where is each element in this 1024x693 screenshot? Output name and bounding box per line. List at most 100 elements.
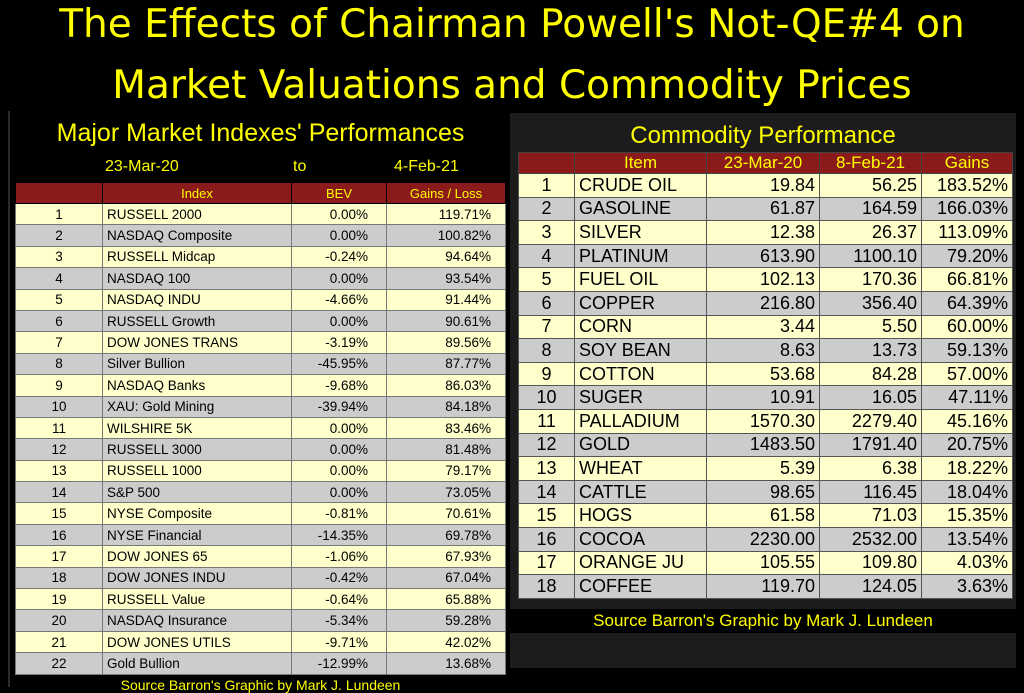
cell-index: RUSSELL 1000 bbox=[102, 459, 292, 483]
table-row: 8 Silver Bullion -45.95% 87.77% bbox=[15, 352, 506, 376]
cell-gain-loss: 89.56% bbox=[386, 331, 506, 354]
cell-rank: 2 bbox=[518, 196, 575, 222]
commodity-table: Item 23-Mar-20 8-Feb-21 Gains 1 CRUDE OIL 19.… bbox=[518, 152, 1013, 599]
cell-gain: 4.03% bbox=[921, 550, 1013, 576]
cell-rank: 15 bbox=[15, 502, 103, 525]
cell-price-from: 5.39 bbox=[706, 456, 820, 481]
cell-gain-loss: 86.03% bbox=[386, 374, 506, 397]
cell-price-to: 5.50 bbox=[819, 314, 922, 340]
cell-rank: 5 bbox=[518, 267, 575, 292]
cell-gain-loss: 67.04% bbox=[386, 566, 506, 590]
cell-price-to: 1791.40 bbox=[819, 432, 922, 458]
cell-rank: 1 bbox=[15, 202, 103, 226]
cell-rank: 19 bbox=[15, 588, 103, 611]
cell-item: HOGS bbox=[574, 503, 707, 528]
cell-rank: 17 bbox=[518, 550, 575, 576]
column-header-bev: BEV bbox=[291, 182, 387, 204]
cell-bev: -4.66% bbox=[291, 288, 387, 311]
cell-rank: 1 bbox=[518, 173, 575, 198]
date-from: 23-Mar-20 bbox=[105, 158, 179, 175]
cell-rank: 5 bbox=[15, 288, 103, 311]
cell-rank: 17 bbox=[15, 545, 103, 568]
cell-gain-loss: 94.64% bbox=[386, 245, 506, 269]
cell-price-to: 164.59 bbox=[819, 196, 922, 222]
cell-rank: 6 bbox=[15, 309, 103, 333]
cell-gain-loss: 87.77% bbox=[386, 352, 506, 376]
cell-index: DOW JONES TRANS bbox=[102, 331, 292, 354]
cell-price-to: 2532.00 bbox=[819, 526, 922, 552]
cell-price-from: 2230.00 bbox=[706, 526, 820, 552]
cell-rank: 9 bbox=[15, 374, 103, 397]
column-header-index: Index bbox=[102, 182, 292, 204]
cell-rank: 8 bbox=[15, 352, 103, 376]
cell-price-from: 119.70 bbox=[706, 574, 820, 599]
table-row: 12 RUSSELL 3000 0.00% 81.48% bbox=[15, 438, 506, 461]
cell-gain: 18.04% bbox=[921, 479, 1013, 505]
cell-price-from: 12.38 bbox=[706, 220, 820, 245]
table-row: 14 CATTLE 98.65 116.45 18.04% bbox=[518, 479, 1013, 505]
cell-index: NASDAQ Banks bbox=[102, 374, 292, 397]
cell-item: PLATINUM bbox=[574, 243, 707, 269]
cell-rank: 3 bbox=[15, 245, 103, 269]
cell-price-to: 170.36 bbox=[819, 267, 922, 292]
cell-price-to: 71.03 bbox=[819, 503, 922, 528]
cell-price-from: 105.55 bbox=[706, 550, 820, 576]
commodity-source: Source Barron's Graphic by Mark J. Lunde… bbox=[510, 609, 1016, 633]
table-row: 1 CRUDE OIL 19.84 56.25 183.52% bbox=[518, 173, 1013, 198]
table-row: 18 COFFEE 119.70 124.05 3.63% bbox=[518, 574, 1013, 599]
cell-price-to: 1100.10 bbox=[819, 243, 922, 269]
cell-rank: 15 bbox=[518, 503, 575, 528]
table-header-row: Index BEV Gains / Loss bbox=[15, 182, 506, 204]
cell-gain: 79.20% bbox=[921, 243, 1013, 269]
date-to: 4-Feb-21 bbox=[394, 158, 459, 175]
cell-price-from: 1570.30 bbox=[706, 408, 820, 434]
cell-index: WILSHIRE 5K bbox=[102, 416, 292, 440]
table-row: 9 COTTON 53.68 84.28 57.00% bbox=[518, 361, 1013, 387]
cell-price-from: 19.84 bbox=[706, 173, 820, 198]
cell-index: NASDAQ 100 bbox=[102, 267, 292, 290]
cell-price-from: 8.63 bbox=[706, 338, 820, 363]
cell-rank: 18 bbox=[518, 574, 575, 599]
cell-price-from: 53.68 bbox=[706, 361, 820, 387]
page-title: The Effects of Chairman Powell's Not-QE#… bbox=[0, 2, 1024, 109]
cell-price-from: 10.91 bbox=[706, 385, 820, 410]
cell-bev: -0.81% bbox=[291, 502, 387, 525]
cell-bev: -1.06% bbox=[291, 545, 387, 568]
column-header-price-to: 8-Feb-21 bbox=[819, 152, 922, 174]
table-row: 18 DOW JONES INDU -0.42% 67.04% bbox=[15, 566, 506, 590]
cell-gain-loss: 42.02% bbox=[386, 630, 506, 654]
cell-index: DOW JONES INDU bbox=[102, 566, 292, 590]
cell-rank: 16 bbox=[15, 523, 103, 547]
table-row: 16 COCOA 2230.00 2532.00 13.54% bbox=[518, 526, 1013, 552]
cell-rank: 18 bbox=[15, 566, 103, 590]
date-to-word: to bbox=[293, 158, 307, 175]
cell-gain-loss: 59.28% bbox=[386, 609, 506, 632]
table-row: 13 RUSSELL 1000 0.00% 79.17% bbox=[15, 459, 506, 483]
market-indexes-source: Source Barron's Graphic by Mark J. Lunde… bbox=[120, 677, 401, 693]
table-row: 10 XAU: Gold Mining -39.94% 84.18% bbox=[15, 395, 506, 418]
cell-bev: -9.68% bbox=[291, 374, 387, 397]
table-row: 13 WHEAT 5.39 6.38 18.22% bbox=[518, 456, 1013, 481]
cell-rank: 11 bbox=[518, 408, 575, 434]
table-row: 15 NYSE Composite -0.81% 70.61% bbox=[15, 502, 506, 525]
cell-gain-loss: 81.48% bbox=[386, 438, 506, 461]
cell-rank: 2 bbox=[15, 224, 103, 247]
title-line-1: The Effects of Chairman Powell's Not-QE#… bbox=[59, 2, 965, 47]
cell-rank: 7 bbox=[518, 314, 575, 340]
market-indexes-heading: Major Market Indexes' Performances bbox=[56, 119, 465, 147]
cell-item: SUGER bbox=[574, 385, 707, 410]
cell-index: RUSSELL 3000 bbox=[102, 438, 292, 461]
table-row: 15 HOGS 61.58 71.03 15.35% bbox=[518, 503, 1013, 528]
cell-gain: 45.16% bbox=[921, 408, 1013, 434]
cell-price-from: 1483.50 bbox=[706, 432, 820, 458]
commodity-panel: Commodity Performance Item 23-Mar-20 8-Feb… bbox=[510, 113, 1016, 668]
table-row: 4 NASDAQ 100 0.00% 93.54% bbox=[15, 267, 506, 290]
cell-price-to: 109.80 bbox=[819, 550, 922, 576]
cell-gain: 60.00% bbox=[921, 314, 1013, 340]
table-row: 6 COPPER 216.80 356.40 64.39% bbox=[518, 290, 1013, 316]
table-row: 7 DOW JONES TRANS -3.19% 89.56% bbox=[15, 331, 506, 354]
cell-gain-loss: 119.71% bbox=[386, 202, 506, 226]
cell-gain: 57.00% bbox=[921, 361, 1013, 387]
cell-rank: 13 bbox=[15, 459, 103, 483]
cell-bev: -0.64% bbox=[291, 588, 387, 611]
